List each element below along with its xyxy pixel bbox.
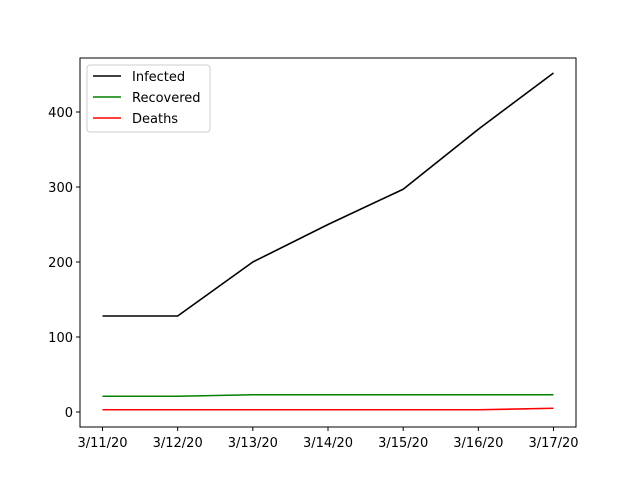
legend-label-recovered: Recovered — [132, 91, 201, 106]
x-tick-label: 3/17/20 — [528, 436, 578, 451]
x-tick-label: 3/14/20 — [303, 436, 353, 451]
y-axis-ticks: 0 100 200 300 400 — [48, 106, 80, 421]
series-layer — [102, 72, 554, 411]
series-line-recovered — [102, 393, 554, 398]
legend-label-deaths: Deaths — [132, 112, 178, 127]
y-tick-label: 300 — [48, 181, 73, 196]
series-line-deaths — [102, 407, 554, 411]
legend: Infected Recovered Deaths — [86, 64, 211, 133]
legend-label-infected: Infected — [132, 70, 185, 85]
legend-box — [86, 64, 211, 133]
plot-frame — [79, 57, 577, 428]
x-tick-label: 3/11/20 — [77, 436, 127, 451]
y-tick-label: 0 — [65, 406, 73, 421]
x-tick-label: 3/15/20 — [378, 436, 428, 451]
y-tick-label: 400 — [48, 106, 73, 121]
y-tick-label: 200 — [48, 256, 73, 271]
x-axis-ticks: 3/11/20 3/12/20 3/13/20 3/14/20 3/15/20 3/16/… — [77, 427, 579, 451]
x-tick-label: 3/13/20 — [228, 436, 278, 451]
x-tick-label: 3/12/20 — [153, 436, 203, 451]
y-tick-label: 100 — [48, 331, 73, 346]
x-tick-label: 3/16/20 — [453, 436, 503, 451]
series-line-infected — [102, 72, 554, 317]
